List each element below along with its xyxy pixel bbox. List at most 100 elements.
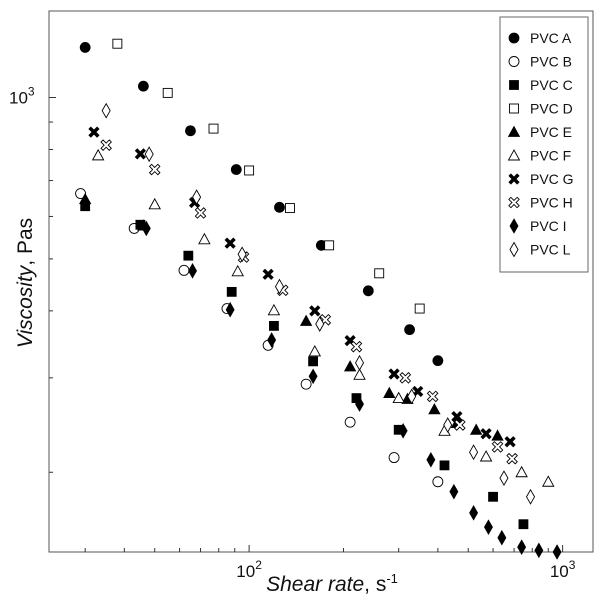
legend-marker-pvc-g: [508, 173, 520, 185]
data-point: [274, 201, 285, 213]
data-point: [414, 303, 425, 314]
data-point: [244, 165, 255, 176]
legend-marker-pvc-a: [508, 32, 520, 44]
legend-marker-pvc-l: [509, 241, 519, 258]
series-pvc-f: [91, 148, 555, 487]
data-point: [91, 148, 105, 161]
data-point: [148, 197, 161, 210]
data-point: [225, 301, 235, 318]
x-tick-label: 102: [236, 558, 262, 581]
data-point: [506, 452, 518, 465]
data-point: [518, 519, 529, 530]
data-point: [480, 428, 492, 440]
data-point: [412, 385, 424, 398]
data-point: [344, 416, 356, 428]
data-point: [552, 544, 562, 560]
data-point: [504, 436, 516, 448]
data-point: [100, 139, 112, 151]
data-point: [208, 123, 219, 134]
legend-label-pvc-h: PVC H: [530, 195, 573, 211]
data-point: [439, 460, 450, 471]
data-point: [432, 476, 444, 488]
x-tick-label: 103: [550, 558, 576, 581]
legend-label-pvc-i: PVC I: [530, 218, 567, 234]
data-point: [469, 444, 479, 461]
data-point: [479, 450, 493, 462]
legend-label-pvc-a: PVC A: [530, 30, 572, 46]
data-point: [231, 264, 245, 277]
series-pvc-c: [80, 201, 529, 530]
data-point: [79, 42, 91, 53]
data-point: [285, 203, 295, 214]
data-point: [269, 320, 279, 331]
data-point: [451, 411, 463, 423]
legend-marker-pvc-f: [507, 149, 521, 161]
data-point: [392, 391, 405, 404]
data-point: [185, 125, 196, 137]
data-point: [144, 146, 154, 163]
data-point: [226, 286, 237, 297]
legend-label-pvc-l: PVC L: [530, 242, 571, 258]
data-point: [383, 386, 396, 398]
data-point: [267, 332, 277, 348]
data-point: [134, 148, 146, 160]
data-point: [499, 470, 509, 487]
legend-marker-pvc-b: [508, 56, 520, 67]
data-point: [398, 422, 408, 439]
data-point: [308, 356, 318, 367]
legend-label-pvc-d: PVC D: [530, 101, 573, 117]
legend-marker-pvc-d: [509, 103, 519, 114]
data-point: [262, 268, 274, 280]
legend-marker-pvc-h: [508, 196, 520, 209]
data-point: [224, 237, 236, 249]
data-point: [324, 240, 335, 251]
data-point: [497, 529, 507, 546]
data-point: [237, 246, 247, 263]
data-point: [483, 519, 493, 535]
series-pvc-l: [101, 102, 536, 505]
data-point: [137, 80, 149, 92]
data-point: [491, 429, 504, 441]
axis-ticks: 102 103 103: [9, 85, 576, 581]
legend-marker-pvc-i: [509, 218, 519, 234]
data-point: [343, 360, 357, 372]
data-point: [355, 354, 365, 371]
data-point: [192, 189, 202, 206]
series-pvc-b: [75, 188, 444, 488]
data-point: [407, 388, 417, 405]
data-point: [101, 102, 111, 119]
legend-label-pvc-e: PVC E: [530, 124, 572, 140]
data-point: [309, 305, 321, 317]
data-point: [308, 368, 318, 385]
data-point: [526, 488, 536, 505]
legend-label-pvc-b: PVC B: [530, 54, 572, 70]
data-points: [75, 38, 562, 560]
legend-label-pvc-g: PVC G: [530, 171, 574, 187]
data-point: [79, 192, 92, 205]
data-point: [426, 390, 439, 403]
data-point: [388, 368, 400, 380]
data-point: [350, 340, 363, 353]
data-point: [491, 441, 504, 453]
data-point: [542, 475, 555, 487]
series-pvc-h: [100, 139, 518, 465]
series-pvc-d: [112, 38, 425, 314]
data-point: [141, 220, 151, 237]
data-point: [162, 87, 173, 98]
data-point: [183, 250, 194, 261]
data-point: [515, 465, 528, 478]
data-point: [198, 232, 211, 245]
legend-marker-pvc-c: [509, 80, 519, 90]
data-point: [426, 451, 436, 468]
series-pvc-i: [141, 220, 562, 560]
data-point: [178, 264, 190, 276]
data-point: [112, 38, 123, 49]
y-axis-title: Viscosity, Pas: [14, 218, 37, 348]
data-point: [194, 207, 207, 219]
data-point: [362, 285, 374, 297]
data-point: [299, 314, 313, 326]
data-point: [454, 419, 466, 431]
data-point: [443, 417, 453, 433]
data-point: [274, 278, 285, 295]
